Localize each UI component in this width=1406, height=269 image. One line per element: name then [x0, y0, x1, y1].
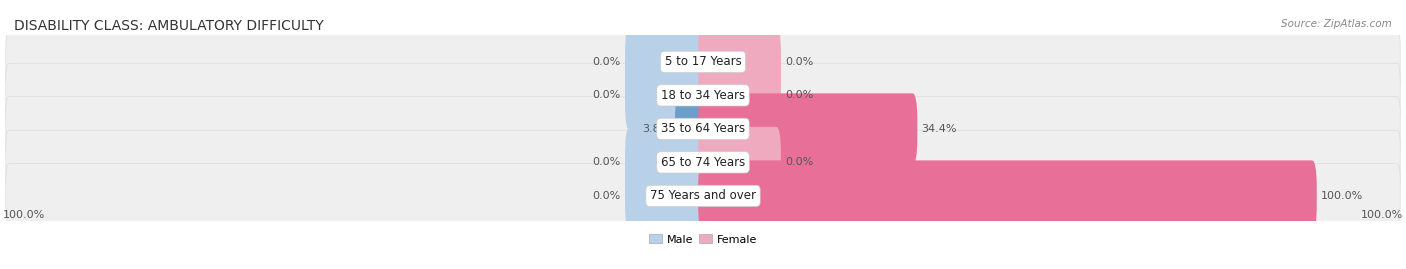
Text: 75 Years and over: 75 Years and over	[650, 189, 756, 202]
FancyBboxPatch shape	[699, 60, 780, 131]
Text: 0.0%: 0.0%	[592, 90, 621, 100]
Text: 100.0%: 100.0%	[1322, 191, 1364, 201]
FancyBboxPatch shape	[6, 164, 1400, 228]
FancyBboxPatch shape	[699, 93, 917, 164]
FancyBboxPatch shape	[699, 160, 1317, 231]
Text: 0.0%: 0.0%	[592, 157, 621, 167]
FancyBboxPatch shape	[6, 97, 1400, 161]
Text: 0.0%: 0.0%	[592, 191, 621, 201]
Text: 18 to 34 Years: 18 to 34 Years	[661, 89, 745, 102]
Text: 0.0%: 0.0%	[785, 157, 814, 167]
FancyBboxPatch shape	[626, 160, 707, 231]
FancyBboxPatch shape	[675, 93, 707, 164]
Text: 35 to 64 Years: 35 to 64 Years	[661, 122, 745, 135]
FancyBboxPatch shape	[626, 60, 707, 131]
FancyBboxPatch shape	[626, 26, 707, 97]
Text: 0.0%: 0.0%	[785, 57, 814, 67]
Text: 34.4%: 34.4%	[921, 124, 957, 134]
FancyBboxPatch shape	[699, 26, 780, 97]
Text: 0.0%: 0.0%	[785, 90, 814, 100]
Legend: Male, Female: Male, Female	[644, 230, 762, 249]
FancyBboxPatch shape	[6, 130, 1400, 194]
FancyBboxPatch shape	[626, 127, 707, 198]
Text: Source: ZipAtlas.com: Source: ZipAtlas.com	[1281, 19, 1392, 29]
FancyBboxPatch shape	[6, 63, 1400, 128]
Text: 65 to 74 Years: 65 to 74 Years	[661, 156, 745, 169]
Text: 100.0%: 100.0%	[1361, 210, 1403, 220]
Text: 100.0%: 100.0%	[3, 210, 45, 220]
Text: 0.0%: 0.0%	[592, 57, 621, 67]
Text: 3.8%: 3.8%	[643, 124, 671, 134]
Text: 5 to 17 Years: 5 to 17 Years	[665, 55, 741, 68]
FancyBboxPatch shape	[6, 30, 1400, 94]
Text: DISABILITY CLASS: AMBULATORY DIFFICULTY: DISABILITY CLASS: AMBULATORY DIFFICULTY	[14, 19, 323, 33]
FancyBboxPatch shape	[699, 127, 780, 198]
